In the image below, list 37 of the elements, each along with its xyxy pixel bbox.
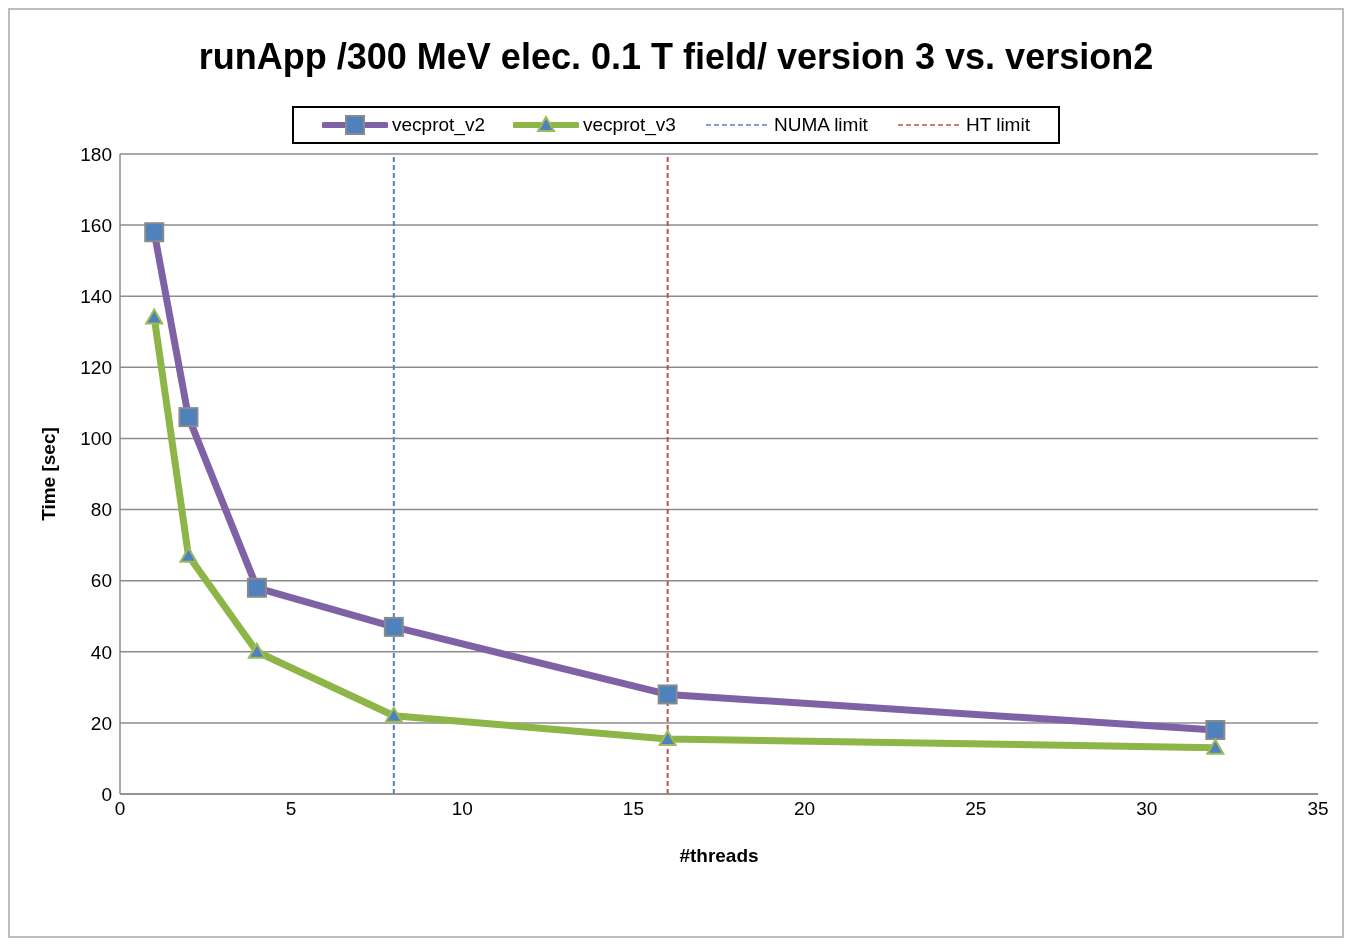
legend-label: vecprot_v2 [391,114,485,136]
y-tick-label: 100 [80,428,112,450]
chart-title: runApp /300 MeV elec. 0.1 T field/ version 3 vs. version2 [197,36,1155,78]
x-tick-label: 5 [285,798,297,820]
point [179,546,198,563]
y-tick-label: 60 [90,570,112,592]
y-tick-label: 20 [90,712,112,734]
point [383,616,404,637]
y-tick-label: 80 [90,499,112,521]
point [658,729,677,746]
x-tick-label: 20 [794,798,816,820]
x-tick-label: 0 [114,798,126,820]
y-tick-label: 160 [80,214,112,236]
y-tick-label: 40 [90,641,112,663]
point [1205,720,1226,740]
y-axis-title: Time [sec] [37,427,59,521]
point [247,642,266,659]
y-tick-label: 120 [80,357,112,379]
x-tick-label: 15 [622,798,644,820]
y-tick-label: 180 [80,143,112,165]
x-tick-label: 35 [1307,798,1329,820]
x-tick-label: 30 [1136,798,1158,820]
y-tick-label: 140 [80,285,112,307]
point [178,407,199,428]
x-axis-title: #threads [679,845,759,866]
point [246,577,267,598]
point [384,706,403,723]
x-tick-label: 10 [451,798,473,820]
y-tick-label: 0 [101,783,112,805]
legend-label: NUMA limit [772,114,868,136]
point [145,308,164,325]
point [657,684,678,705]
point [144,222,165,243]
point [1206,738,1225,755]
legend-label: vecprot_v3 [582,114,676,136]
x-tick-label: 25 [965,798,987,820]
legend-label: HT limit [964,114,1030,136]
